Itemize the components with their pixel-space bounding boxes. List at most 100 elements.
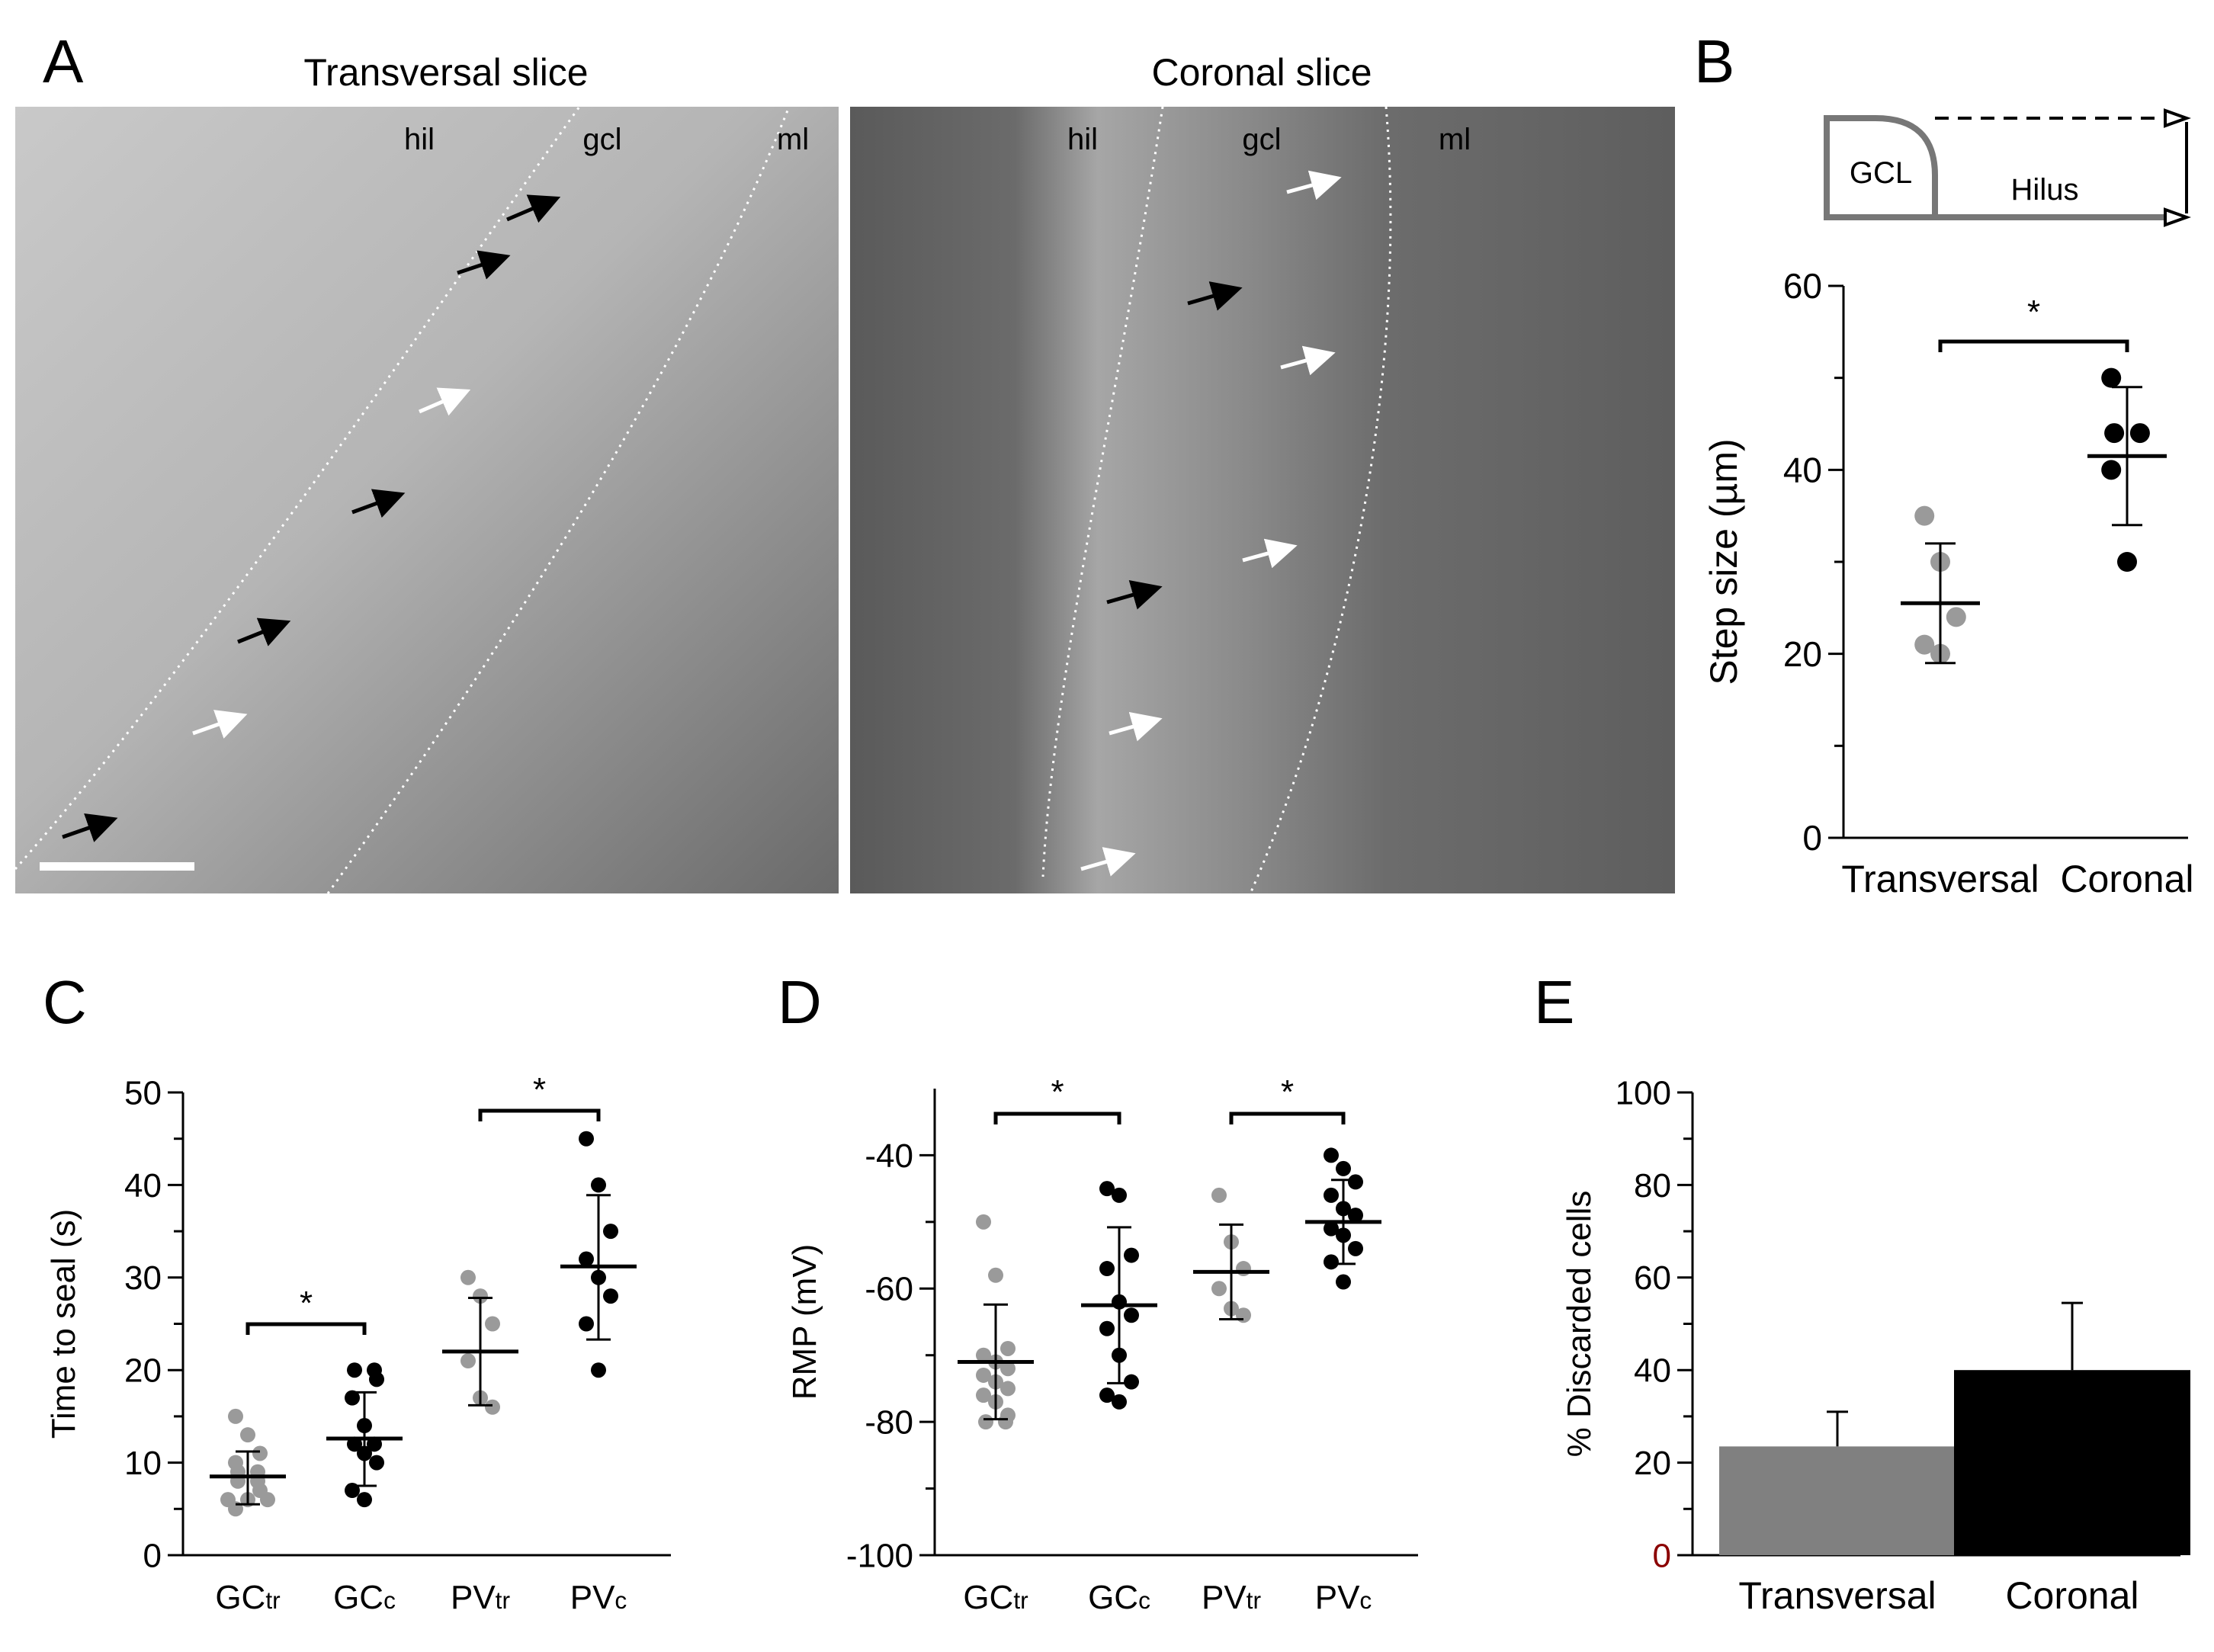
y-tick-label: 0	[1653, 1537, 1671, 1574]
data-point	[260, 1492, 275, 1508]
data-point	[252, 1445, 268, 1461]
chart-c-time-to-seal: 0 10 20 30 40 50 Time to seal (s) GCtr GCc PVtr PV…	[45, 1071, 671, 1616]
data-point	[1000, 1361, 1016, 1377]
data-point	[591, 1177, 606, 1193]
data-point	[603, 1224, 618, 1240]
boundary-hilus-gcl	[1041, 106, 1164, 877]
data-point	[357, 1492, 372, 1508]
arrow-white	[192, 710, 248, 739]
schematic-triangle-top	[2164, 108, 2191, 128]
chart-d-rmp: -100 -80 -60 -40 RMP (mV) GCtr GCc PVtr PVc * *	[786, 1073, 1418, 1616]
data-point	[1324, 1187, 1339, 1203]
significance-bracket	[478, 1108, 601, 1121]
schematic-gcl-label: GCL	[1850, 156, 1912, 190]
data-point	[1336, 1274, 1351, 1290]
data-point	[2117, 552, 2137, 572]
data-point	[345, 1390, 360, 1406]
data-point	[1000, 1381, 1016, 1397]
data-point	[1324, 1147, 1339, 1163]
data-point	[1112, 1394, 1127, 1410]
label-hil: hil	[1067, 123, 1098, 156]
panel-letter-d: D	[778, 968, 822, 1036]
data-point	[579, 1251, 594, 1267]
arrow-white	[1286, 170, 1342, 200]
data-point	[2101, 460, 2122, 480]
panel-letter-a: A	[43, 27, 84, 95]
significance-bracket	[993, 1111, 1121, 1124]
data-point	[978, 1414, 993, 1430]
x-tick-label: Transversal	[1738, 1574, 1936, 1617]
significance-bracket	[1229, 1111, 1346, 1124]
arrow-black	[1187, 281, 1243, 311]
slice-schematic	[1824, 108, 2191, 227]
significance-bracket	[1938, 339, 2129, 352]
x-tick-label: PVc	[570, 1579, 627, 1616]
arrow-white	[419, 387, 471, 416]
chart-e-discarded-cells: 0 20 40 60 80 100 % Discarded cells Transversal…	[1561, 1074, 2190, 1617]
y-tick-label: -40	[865, 1137, 913, 1175]
data-point	[1914, 634, 1935, 655]
boundary-gcl-ml	[1249, 106, 1392, 894]
data-point	[369, 1371, 384, 1387]
data-point	[1099, 1320, 1115, 1336]
x-tick-label: GCtr	[215, 1579, 281, 1616]
y-axis-label: Time to seal (s)	[45, 1209, 82, 1439]
y-tick-label: 40	[1783, 450, 1822, 489]
y-tick-label: 50	[124, 1074, 162, 1111]
data-point	[1211, 1187, 1227, 1203]
label-ml: ml	[1439, 123, 1471, 156]
arrow-black	[237, 617, 291, 646]
data-point	[579, 1316, 594, 1332]
y-tick-label: 100	[1616, 1074, 1671, 1111]
data-point	[1000, 1340, 1016, 1356]
x-tick-label: Coronal	[2005, 1574, 2139, 1617]
y-tick-label: -60	[865, 1271, 913, 1308]
bar	[1719, 1446, 1956, 1555]
y-axis-label: % Discarded cells	[1561, 1191, 1598, 1458]
y-tick-label: 80	[1634, 1167, 1671, 1205]
data-point	[1324, 1221, 1339, 1237]
x-tick-label: PVtr	[451, 1579, 511, 1616]
data-point	[1124, 1247, 1139, 1263]
data-point	[460, 1353, 476, 1369]
data-point	[228, 1408, 243, 1424]
data-point	[1112, 1187, 1127, 1203]
data-point	[976, 1387, 991, 1403]
x-tick-label: Transversal	[1841, 858, 2039, 900]
data-point	[1914, 505, 1935, 526]
scale-bar	[40, 862, 194, 871]
data-point	[1348, 1208, 1363, 1224]
data-point	[473, 1288, 488, 1304]
data-point	[976, 1214, 991, 1230]
data-point	[240, 1427, 255, 1443]
x-tick-label: PVtr	[1202, 1579, 1262, 1616]
data-point	[1236, 1261, 1251, 1277]
schematic-triangle-bottom	[2164, 207, 2191, 227]
significance-star: *	[1051, 1073, 1064, 1111]
y-tick-label: 20	[124, 1352, 162, 1390]
arrow-black	[62, 813, 118, 842]
y-tick-label: 60	[1634, 1259, 1671, 1297]
data-point	[460, 1269, 476, 1285]
data-point	[976, 1347, 991, 1363]
y-tick-label: 0	[143, 1537, 162, 1574]
data-point	[1946, 607, 1966, 627]
y-tick-label: 40	[1634, 1352, 1671, 1390]
arrow-black	[457, 250, 511, 280]
x-tick-label: GCc	[333, 1579, 396, 1616]
data-point	[347, 1362, 362, 1378]
chart-b-step-size: 0 20 40 60 Step size (µm) Transversal Coronal *	[1702, 266, 2194, 900]
data-point	[2129, 423, 2150, 444]
data-point	[1211, 1281, 1227, 1297]
data-point	[1348, 1240, 1363, 1256]
schematic-outline	[1824, 115, 2169, 220]
arrow-white	[1280, 345, 1336, 376]
x-tick-label: Coronal	[2060, 858, 2193, 900]
y-tick-label: -80	[865, 1404, 913, 1442]
data-point	[603, 1288, 618, 1304]
y-tick-label: -100	[846, 1537, 913, 1574]
significance-star: *	[2027, 294, 2040, 331]
data-point	[998, 1414, 1013, 1430]
data-point	[1336, 1160, 1351, 1176]
